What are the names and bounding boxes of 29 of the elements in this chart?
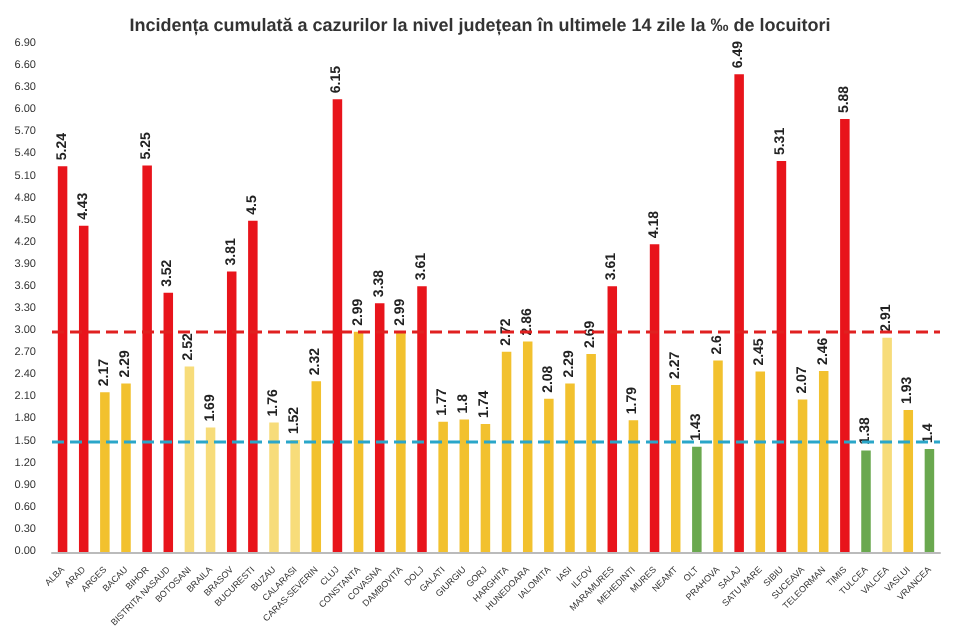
bar — [565, 383, 575, 552]
bar — [924, 448, 935, 552]
bar — [818, 370, 829, 552]
bar — [396, 331, 406, 552]
bar — [755, 371, 766, 552]
bar — [903, 409, 914, 552]
bar — [184, 366, 195, 552]
bar — [628, 420, 639, 552]
bar — [480, 423, 491, 552]
bar — [353, 331, 364, 552]
bar — [205, 427, 216, 552]
bar — [713, 360, 723, 552]
bar — [882, 337, 892, 552]
bar — [692, 446, 702, 552]
bar — [459, 419, 470, 552]
bar — [797, 399, 808, 552]
bar — [522, 341, 533, 552]
bar — [670, 384, 681, 552]
bar — [501, 351, 512, 552]
bar — [311, 381, 322, 552]
bar — [100, 392, 110, 552]
bar — [544, 398, 554, 552]
bar — [438, 421, 448, 552]
bar — [269, 422, 279, 552]
chart-title: Incidența cumulată a cazurilor la nivel județean în ultimele 14 zile la ‰ de locuitori — [129, 15, 831, 37]
bar — [861, 450, 871, 552]
bar — [290, 440, 300, 552]
bar — [121, 383, 131, 552]
bar — [586, 353, 596, 552]
